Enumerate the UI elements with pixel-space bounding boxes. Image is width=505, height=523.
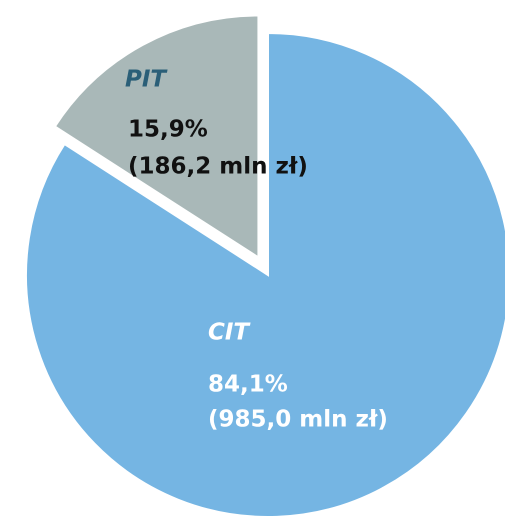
slice-name: CIT	[208, 320, 251, 346]
amount-label: (985,0 mln zł)	[208, 407, 388, 433]
amount-label: (186,2 mln zł)	[128, 154, 308, 180]
slice-name: PIT	[125, 67, 168, 93]
pie-slice	[53, 14, 260, 260]
value-label: 15,9%	[128, 117, 208, 143]
value-label: 84,1%	[208, 372, 288, 398]
pie-slice	[25, 31, 505, 518]
